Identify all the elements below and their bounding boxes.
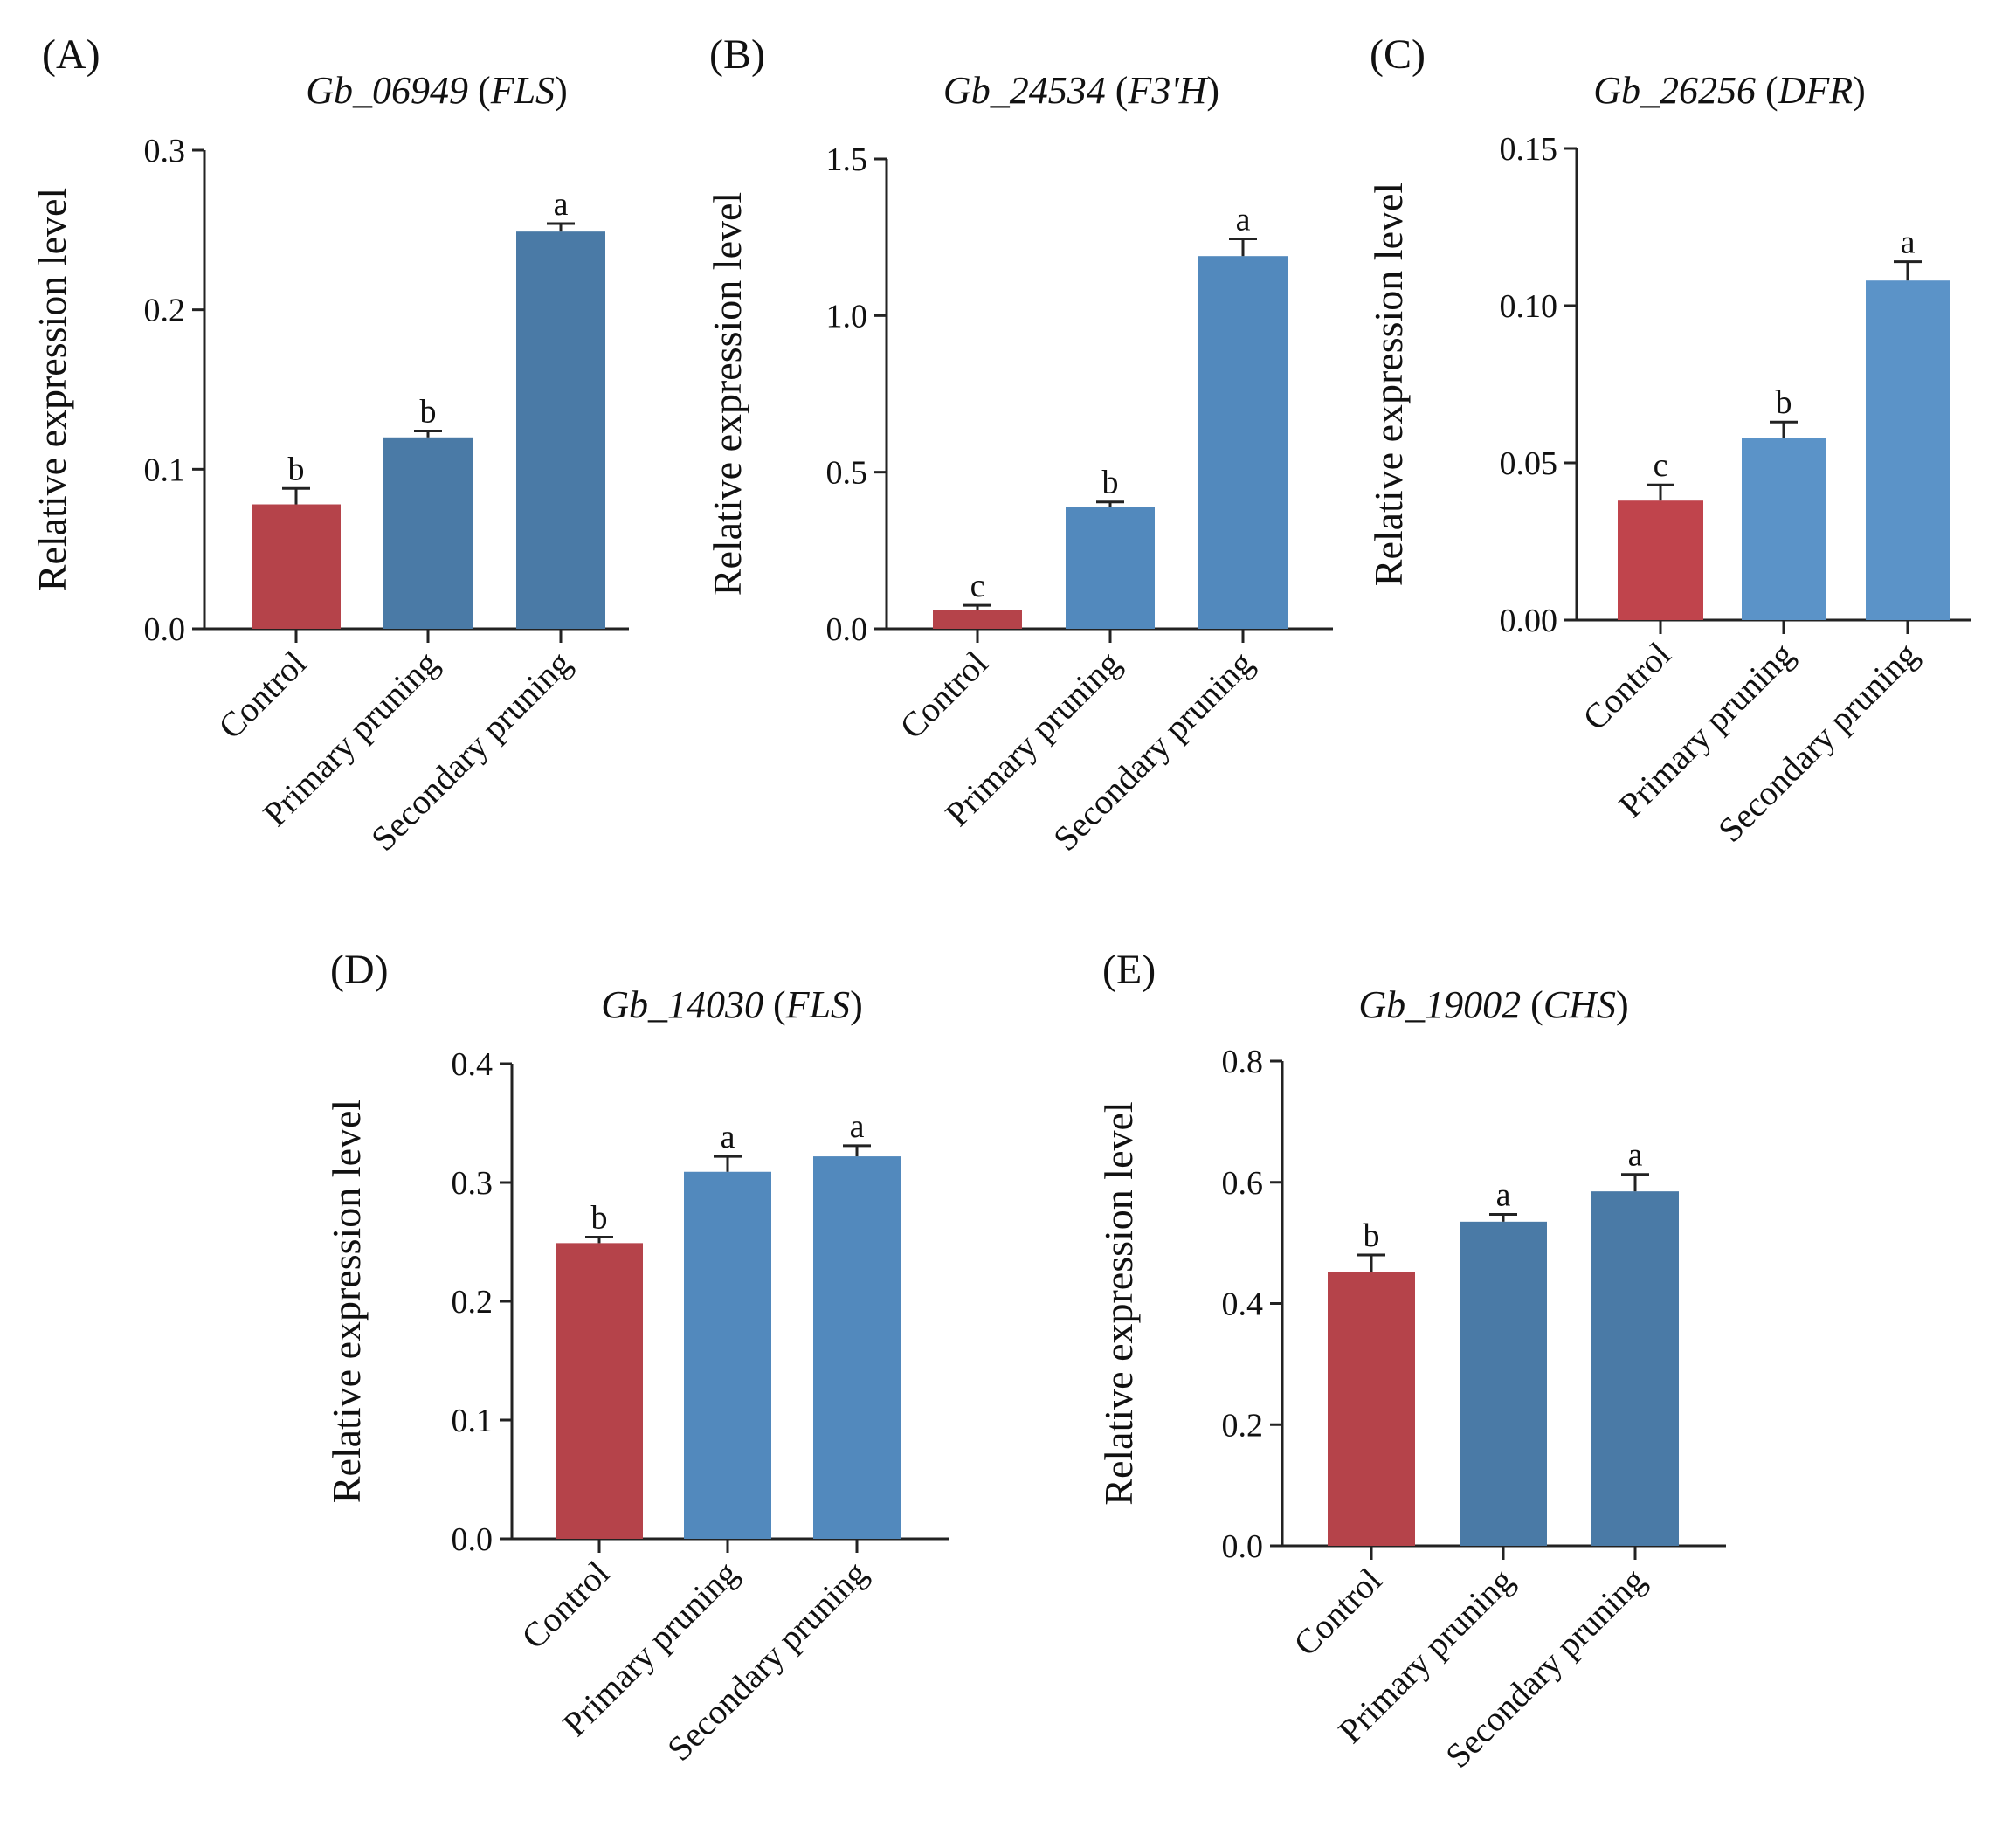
bar [1328,1272,1415,1546]
y-axis-label: Relative expression level [1096,1101,1141,1505]
y-tick-label: 0.8 [1222,1044,1264,1080]
panel-letter: (B) [709,31,765,78]
significance-letter: a [1236,201,1251,238]
title-paren-close: ) [1616,983,1629,1026]
y-tick-label: 0.0 [144,611,186,648]
title-gene-name: F3'H [1127,69,1208,112]
y-tick-label: 0.1 [144,452,186,488]
y-tick-label: 0.00 [1500,603,1558,639]
significance-letter: b [288,451,305,487]
y-tick-label: 0.3 [144,133,186,169]
significance-letter: a [721,1119,735,1155]
significance-letter: c [970,568,985,604]
title-gene-name: DFR [1778,69,1854,112]
chart-panel: (D) Gb_14030 (FLS) Relative expression lev… [324,947,949,1769]
title-paren-open: ( [763,983,786,1026]
y-tick-label: 0.05 [1500,445,1558,482]
title-paren-open: ( [1106,69,1129,112]
bar [516,231,605,629]
y-tick-label: 0.2 [452,1284,494,1320]
bar [383,437,473,629]
title-gene-name: FLS [490,69,555,112]
title-paren-open: ( [468,69,491,112]
y-tick-label: 0.2 [144,293,186,329]
title-gene-name: FLS [785,983,850,1026]
significance-letter: a [1496,1177,1511,1214]
bar [556,1243,643,1539]
y-tick-label: 0.0 [452,1521,494,1558]
panel-letter: (D) [330,947,389,993]
title-paren-close: ) [555,69,568,112]
x-tick-label: Control [1286,1561,1389,1664]
title-gene-name: CHS [1543,983,1616,1026]
y-axis-label: Relative expression level [30,188,74,591]
y-axis-label: Relative expression level [1366,183,1411,586]
title-paren-close: ) [850,983,863,1026]
title-paren-close: ) [1206,69,1219,112]
y-tick-label: 0.0 [1222,1528,1264,1565]
y-tick-label: 0.4 [452,1046,494,1083]
significance-letter: b [591,1200,608,1237]
significance-letter: b [1776,384,1792,421]
bar [1866,280,1950,620]
significance-letter: b [1102,465,1119,501]
chart-title: Gb_06949 (FLS) [306,69,567,112]
y-tick-label: 0.0 [826,611,868,648]
bar [1460,1221,1547,1546]
chart-panel: (E) Gb_19002 (CHS) Relative expression lev… [1096,947,1726,1775]
bar [1066,507,1155,629]
x-tick-label: Control [1575,635,1678,738]
y-tick-label: 0.5 [826,455,868,492]
y-tick-label: 0.6 [1222,1165,1264,1202]
chart-title: Gb_14030 (FLS) [601,983,862,1026]
y-axis-label: Relative expression level [324,1100,369,1503]
title-gene-id: Gb_14030 [601,983,763,1026]
significance-letter: c [1654,447,1668,484]
chart-title: Gb_19002 (CHS) [1358,983,1628,1026]
chart-title: Gb_24534 (F3'H) [943,69,1219,112]
chart-panel: (B) Gb_24534 (F3'H) Relative expression le… [705,31,1333,858]
significance-letter: a [554,186,569,223]
y-tick-label: 0.15 [1500,131,1558,168]
y-tick-label: 0.1 [452,1403,494,1439]
y-axis-label: Relative expression level [705,192,749,596]
x-tick-label: Control [892,644,995,747]
title-paren-open: ( [1756,69,1778,112]
y-tick-label: 1.0 [826,298,868,334]
y-tick-label: 1.5 [826,141,868,178]
panel-letter: (E) [1102,947,1156,993]
bar [252,504,341,629]
title-gene-id: Gb_06949 [306,69,468,112]
chart-panel: (C) Gb_26256 (DFR) Relative expression lev… [1366,31,1971,850]
title-gene-id: Gb_26256 [1593,69,1756,112]
bar [933,610,1022,629]
title-paren-open: ( [1521,983,1543,1026]
significance-letter: b [1364,1217,1380,1254]
bar [1618,500,1703,620]
y-tick-label: 0.3 [452,1165,494,1202]
x-tick-label: Control [514,1554,617,1657]
chart-title: Gb_26256 (DFR) [1593,69,1866,112]
bar [1742,438,1826,620]
title-gene-id: Gb_24534 [943,69,1106,112]
significance-letter: a [1628,1137,1643,1174]
bar [684,1171,771,1539]
significance-letter: b [420,393,437,430]
y-tick-label: 0.2 [1222,1407,1264,1444]
significance-letter: a [1901,224,1916,261]
panel-letter: (C) [1370,31,1426,78]
y-tick-label: 0.10 [1500,288,1558,325]
title-gene-id: Gb_19002 [1358,983,1521,1026]
bar [1591,1191,1679,1546]
chart-panel: (A) Gb_06949 (FLS) Relative expression lev… [30,31,629,858]
x-tick-label: Control [211,644,314,747]
bar [813,1156,901,1539]
significance-letter: a [850,1108,865,1145]
title-paren-close: ) [1853,69,1866,112]
bar [1198,256,1288,629]
y-tick-label: 0.4 [1222,1286,1264,1323]
panel-letter: (A) [42,31,100,78]
